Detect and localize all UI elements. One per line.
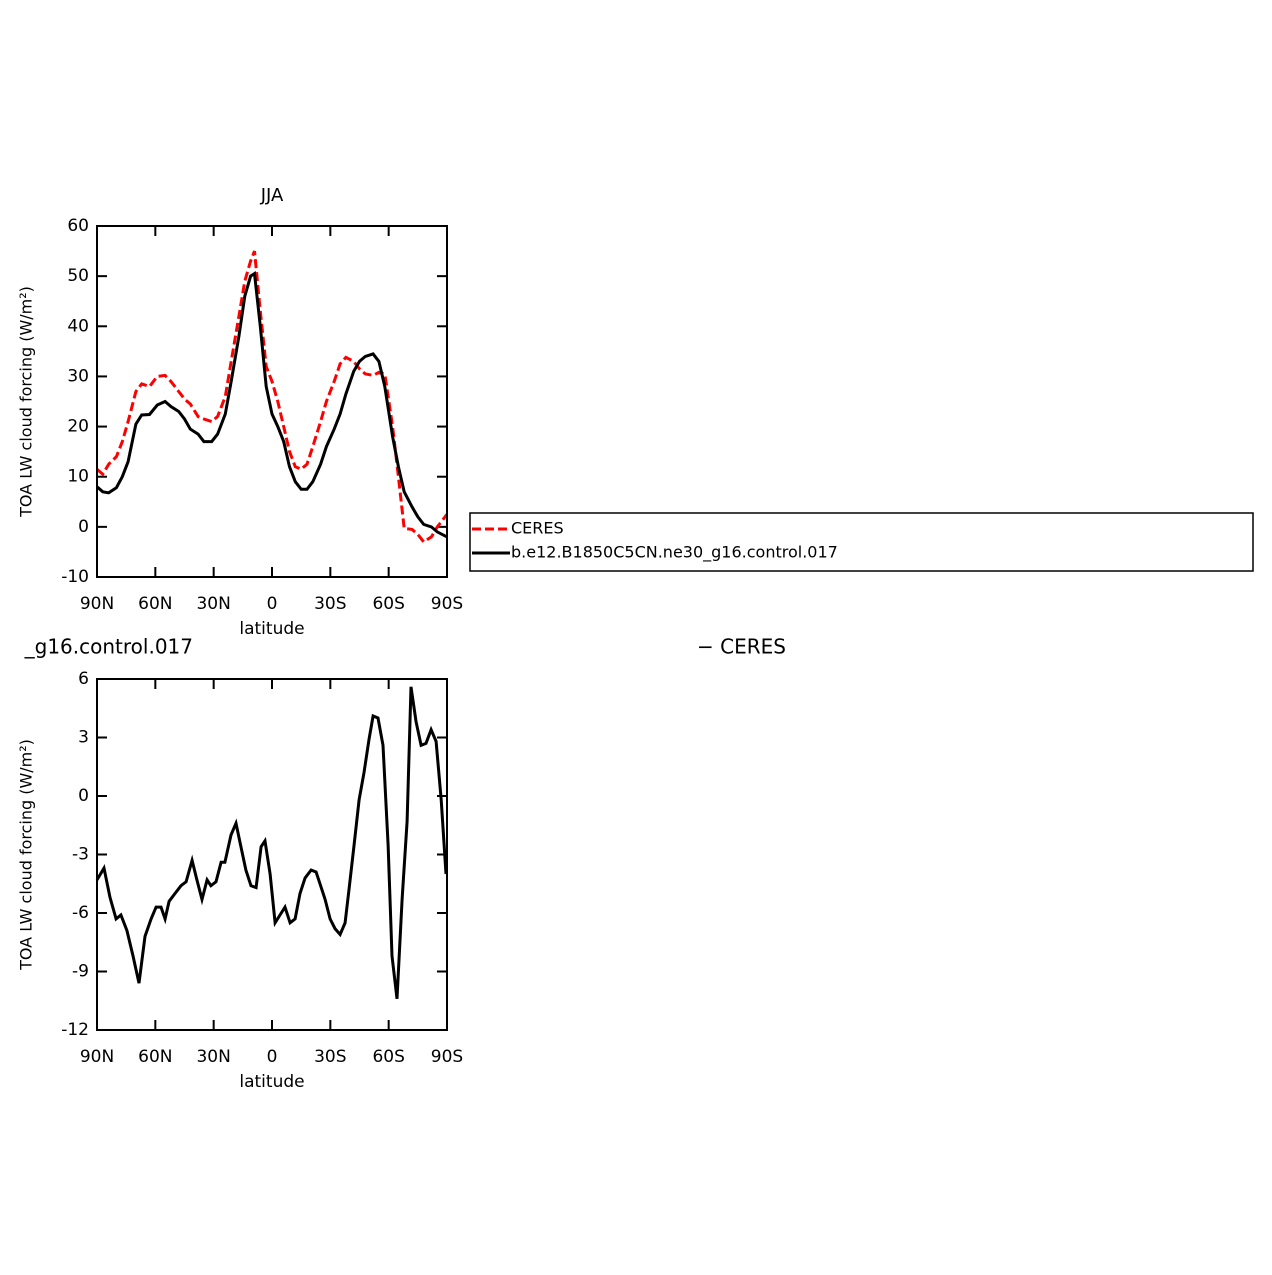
y-tick-label: 40 (67, 316, 89, 336)
chart-title: JJA (260, 185, 284, 206)
x-tick-label: 30N (196, 594, 230, 614)
x-tick-label: 90N (80, 594, 114, 614)
y-tick-label: 10 (67, 467, 89, 487)
plot-frame (96, 678, 448, 1031)
x-tick-label: 90S (431, 594, 463, 614)
x-tick-label: 90S (431, 1047, 463, 1067)
y-tick-label: 20 (67, 417, 89, 437)
legend-label: b.e12.B1850C5CN.ne30_g16.control.017 (511, 543, 838, 563)
legend-box (469, 512, 1254, 572)
x-tick-label: 60N (138, 1047, 172, 1067)
data-line (96, 271, 448, 539)
y-tick-label: -9 (72, 962, 89, 982)
chart-title-right: − CERES (697, 635, 786, 659)
legend-label: CERES (511, 519, 564, 538)
y-tick-label: 50 (67, 266, 89, 286)
x-tick-label: 60S (372, 1047, 404, 1067)
data-line (95, 686, 448, 999)
y-tick-label: 3 (78, 728, 89, 748)
x-tick-label: 90N (80, 1047, 114, 1067)
y-tick-label: 30 (67, 366, 89, 386)
plot-frame (96, 225, 448, 578)
x-axis-label: latitude (239, 1072, 304, 1092)
y-axis-label: TOA LW cloud forcing (W/m²) (17, 286, 36, 518)
y-tick-label: -10 (61, 567, 89, 587)
x-axis-label: latitude (239, 619, 304, 639)
data-line (96, 250, 449, 544)
chart-title-left: _g16.control.017 (24, 635, 193, 659)
x-tick-label: 0 (267, 1047, 278, 1067)
x-tick-label: 60S (372, 594, 404, 614)
x-tick-label: 30N (196, 1047, 230, 1067)
y-tick-label: -12 (61, 1020, 89, 1040)
y-axis-label: TOA LW cloud forcing (W/m²) (17, 739, 36, 971)
y-tick-label: -6 (72, 903, 89, 923)
y-tick-label: 0 (78, 786, 89, 806)
x-tick-label: 60N (138, 594, 172, 614)
x-tick-label: 0 (267, 594, 278, 614)
y-tick-label: -3 (72, 845, 89, 865)
x-tick-label: 30S (314, 1047, 346, 1067)
y-tick-label: 6 (78, 669, 89, 689)
y-tick-label: 60 (67, 216, 89, 236)
y-tick-label: 0 (78, 517, 89, 537)
x-tick-label: 30S (314, 594, 346, 614)
